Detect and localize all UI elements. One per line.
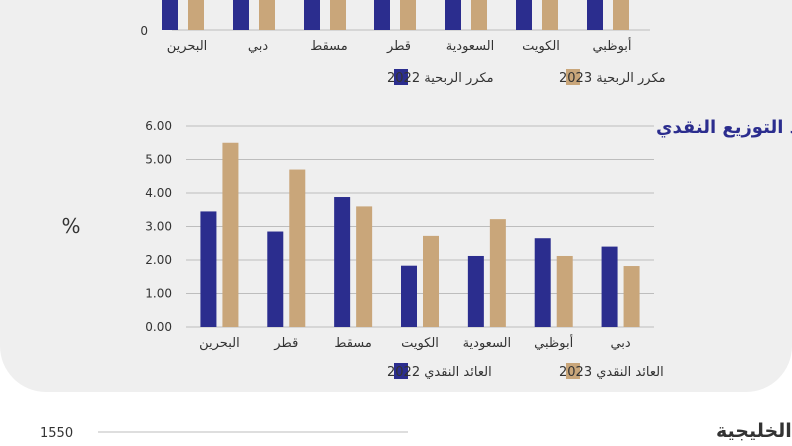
- dividend-y-tick-label: 3.00: [145, 220, 172, 234]
- dividend-y-tick-label: 4.00: [145, 186, 172, 200]
- pe-bar-2022: [445, 0, 461, 30]
- dividend-category-label: البحرين: [199, 336, 240, 351]
- pe-legend-label-2023: مكرر الربحية 2023: [559, 71, 666, 86]
- dividend-category-label: السعودية: [463, 336, 512, 351]
- pe-bar-2022: [162, 0, 178, 30]
- pe-bar-2023: [330, 0, 346, 30]
- pe-bar-2022: [374, 0, 390, 30]
- dividend-bar-2023: [489, 219, 506, 327]
- dividend-yield-chart: عائد التوزيع النقدي % 0.00 1.00 2.00 3.00 4.…: [61, 117, 792, 380]
- pe-category-label: أبوظبي: [592, 37, 631, 54]
- dividend-bar-2022: [534, 238, 551, 327]
- dividend-bar-2022: [601, 246, 618, 327]
- pe-legend-swatch-2023: [566, 69, 580, 85]
- pe-bar-2023: [259, 0, 275, 30]
- pe-legend-label-2022: مكرر الربحية 2022: [387, 71, 494, 86]
- dividend-bar-2022: [467, 255, 484, 327]
- dividend-legend-swatch-2022: [394, 363, 408, 379]
- dividend-category-label: دبي: [610, 336, 630, 351]
- pe-category-label: البحرين: [167, 39, 208, 54]
- dividend-legend-swatch-2023: [566, 363, 580, 379]
- dividend-category-label: أبوظبي: [534, 334, 573, 351]
- pe-category-label: مسقط: [310, 39, 347, 54]
- dividend-legend-label-2022: العائد النقدي 2022: [387, 365, 492, 380]
- pe-y-tick-label: 0: [140, 24, 148, 38]
- dividend-y-tick-label: 2.00: [145, 253, 172, 267]
- dividend-bar-2022: [334, 197, 351, 327]
- pe-category-label: دبي: [248, 39, 268, 54]
- dividend-bar-2023: [556, 255, 573, 327]
- dividend-y-tick-label: 6.00: [145, 119, 172, 133]
- pe-legend-swatch-2022: [394, 69, 408, 85]
- dividend-category-label: مسقط: [334, 336, 371, 351]
- pe-bar-2023: [400, 0, 416, 30]
- pe-bar-2023: [542, 0, 558, 30]
- dividend-y-tick-label: 5.00: [145, 153, 172, 167]
- dividend-bar-2022: [200, 211, 217, 327]
- pe-bar-2023: [188, 0, 204, 30]
- msci-chart-title: مؤشر MSCI للأسواق الخليجية: [716, 419, 792, 442]
- pe-bar-2023: [471, 0, 487, 30]
- pe-bar-2022: [304, 0, 320, 30]
- pe-category-label: قطر: [386, 39, 411, 54]
- dividend-y-axis-label: %: [61, 214, 80, 238]
- pe-bar-2022: [516, 0, 532, 30]
- pe-category-label: السعودية: [446, 39, 495, 54]
- dividend-bar-2023: [623, 266, 640, 327]
- pe-bar-2022: [587, 0, 603, 30]
- dividend-y-tick-label: 0.00: [145, 320, 172, 334]
- dividend-legend-label-2023: العائد النقدي 2023: [559, 365, 664, 380]
- pe-ratio-chart: 0 أبوظبيالكويتالسعوديةقطرمسقطدبيالبحرين …: [140, 0, 666, 86]
- dividend-bar-2023: [222, 142, 239, 327]
- dividend-y-tick-label: 1.00: [145, 287, 172, 301]
- dividend-bar-2023: [289, 169, 306, 327]
- pe-bar-2023: [613, 0, 629, 30]
- dividend-bar-2023: [356, 206, 373, 327]
- dividend-chart-title: عائد التوزيع النقدي: [656, 117, 792, 138]
- msci-gulf-chart: مؤشر MSCI للأسواق الخليجية 1550: [40, 419, 792, 442]
- dividend-category-label: الكويت: [401, 336, 439, 351]
- dividend-bar-2022: [401, 265, 417, 327]
- dividend-category-label: قطر: [273, 336, 298, 351]
- dividend-bar-2023: [423, 235, 439, 327]
- pe-bar-2022: [233, 0, 249, 30]
- msci-y-tick-label: 1550: [40, 426, 73, 441]
- dividend-bar-2022: [267, 231, 284, 327]
- pe-category-label: الكويت: [522, 39, 560, 54]
